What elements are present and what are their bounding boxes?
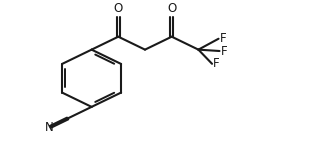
Text: F: F	[219, 32, 226, 45]
Text: O: O	[114, 2, 123, 15]
Text: F: F	[213, 57, 220, 70]
Text: F: F	[220, 45, 227, 58]
Text: O: O	[167, 2, 176, 15]
Text: N: N	[45, 121, 53, 134]
